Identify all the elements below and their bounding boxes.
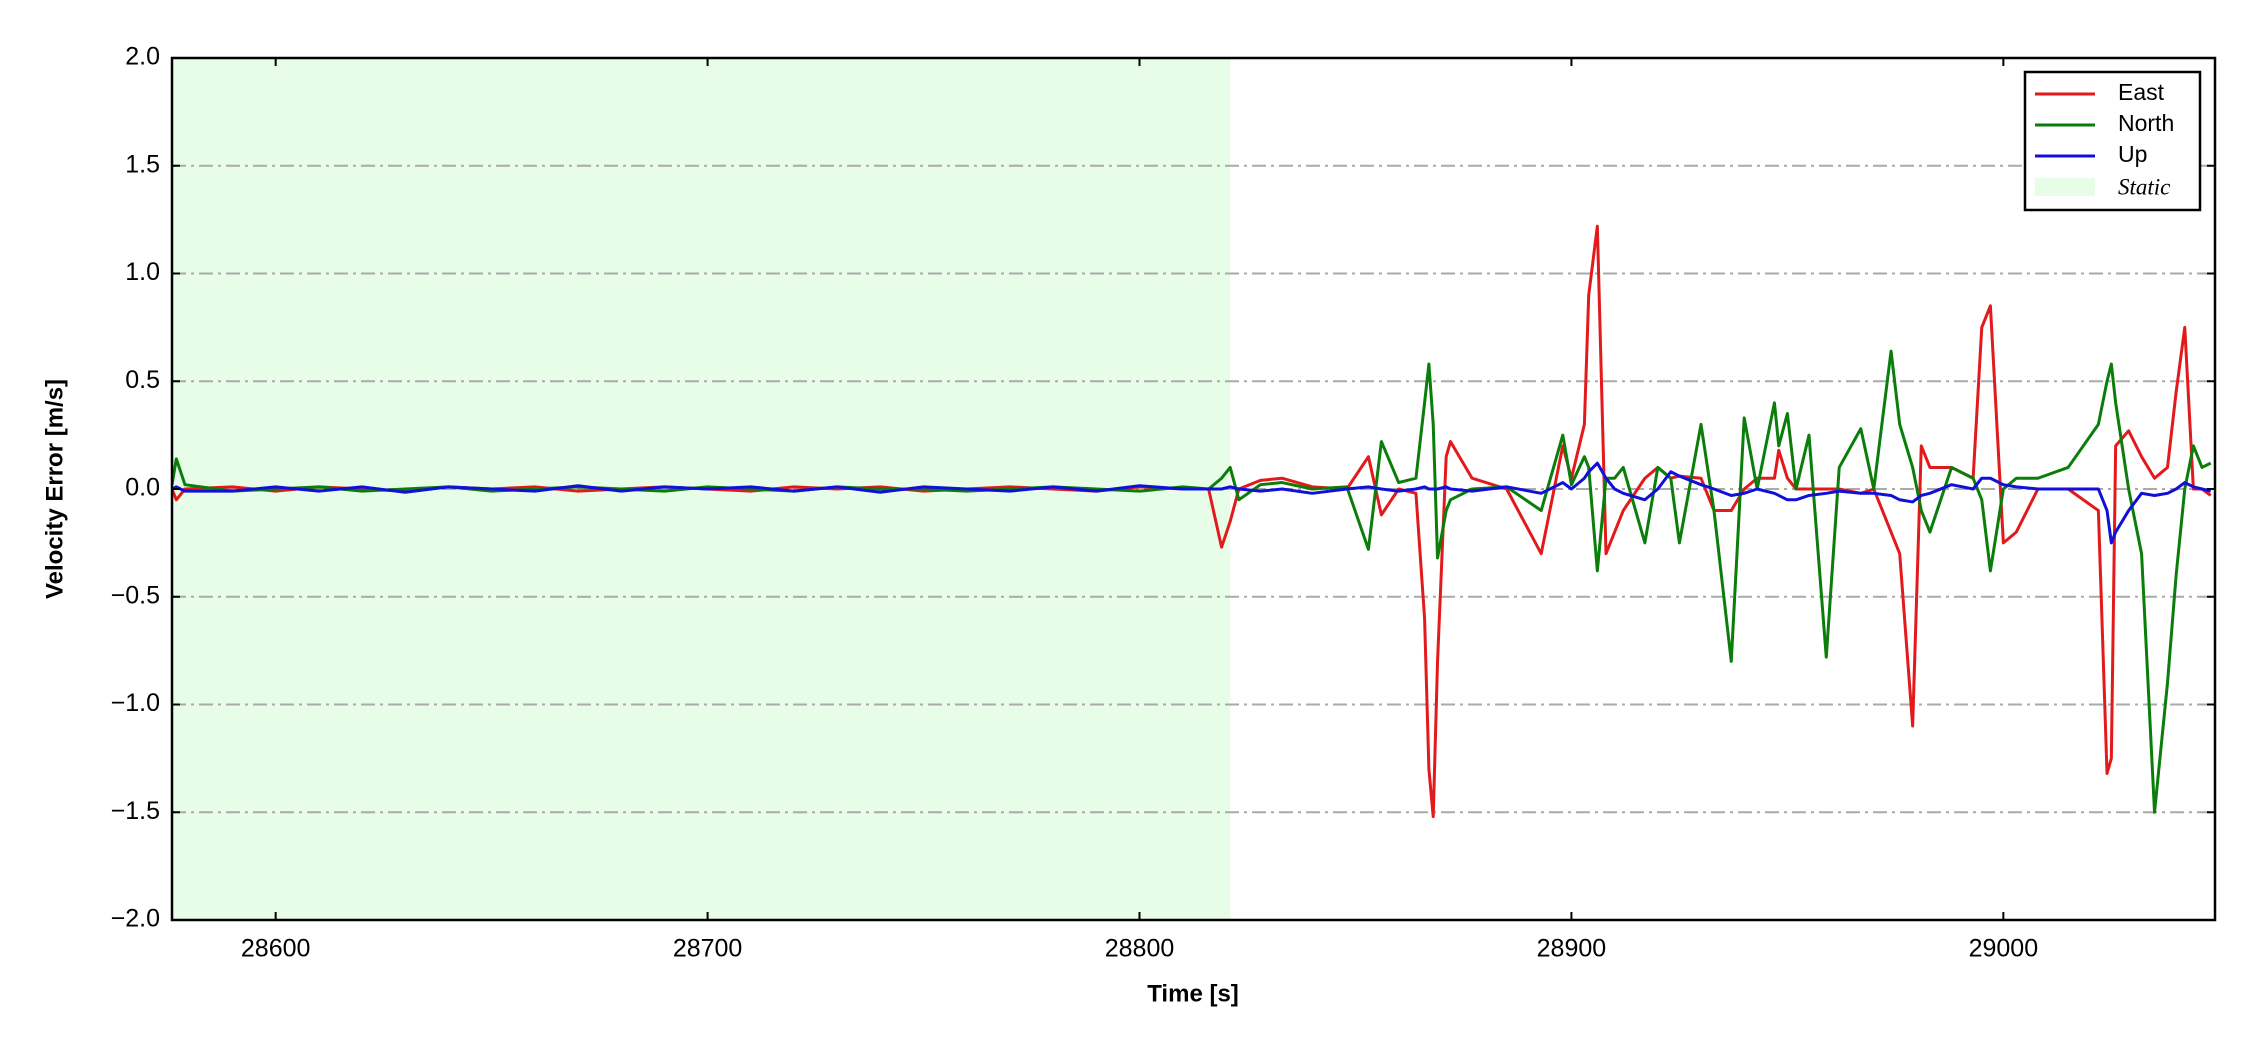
y-axis-label: Velocity Error [m/s] (41, 379, 68, 599)
lines (172, 224, 2212, 819)
legend-label: Up (2118, 141, 2147, 167)
x-tick-label: 28800 (1105, 935, 1175, 963)
y-tick-label: −0.5 (111, 581, 160, 609)
x-tick-label: 28700 (673, 935, 743, 963)
x-axis-label: Time [s] (1147, 980, 1239, 1007)
legend-label: North (2118, 110, 2174, 136)
x-tick-label: 28900 (1537, 935, 1607, 963)
y-tick-label: −2.0 (111, 905, 160, 933)
legend-label: East (2118, 79, 2165, 105)
series-line (172, 461, 2212, 545)
ticks: −2.0 −1.5 −1.0 −0.5 0.0 0.5 1.0 1.5 2.0 28600 2870… (111, 43, 2215, 963)
legend-swatch (2035, 178, 2095, 196)
y-tick-label: −1.5 (111, 797, 160, 825)
series-line (172, 224, 2212, 819)
x-tick-label: 29000 (1969, 935, 2039, 963)
x-tick-label: 28600 (241, 935, 311, 963)
y-tick-label: 0.5 (125, 366, 160, 394)
legend-label: Static (2118, 174, 2170, 199)
legend: East North Up Static (2023, 70, 2202, 212)
y-tick-label: 1.5 (125, 150, 160, 178)
y-tick-label: −1.0 (111, 689, 160, 717)
y-tick-label: 0.0 (125, 474, 160, 502)
y-tick-label: 2.0 (125, 43, 160, 71)
y-tick-label: 1.0 (125, 258, 160, 286)
